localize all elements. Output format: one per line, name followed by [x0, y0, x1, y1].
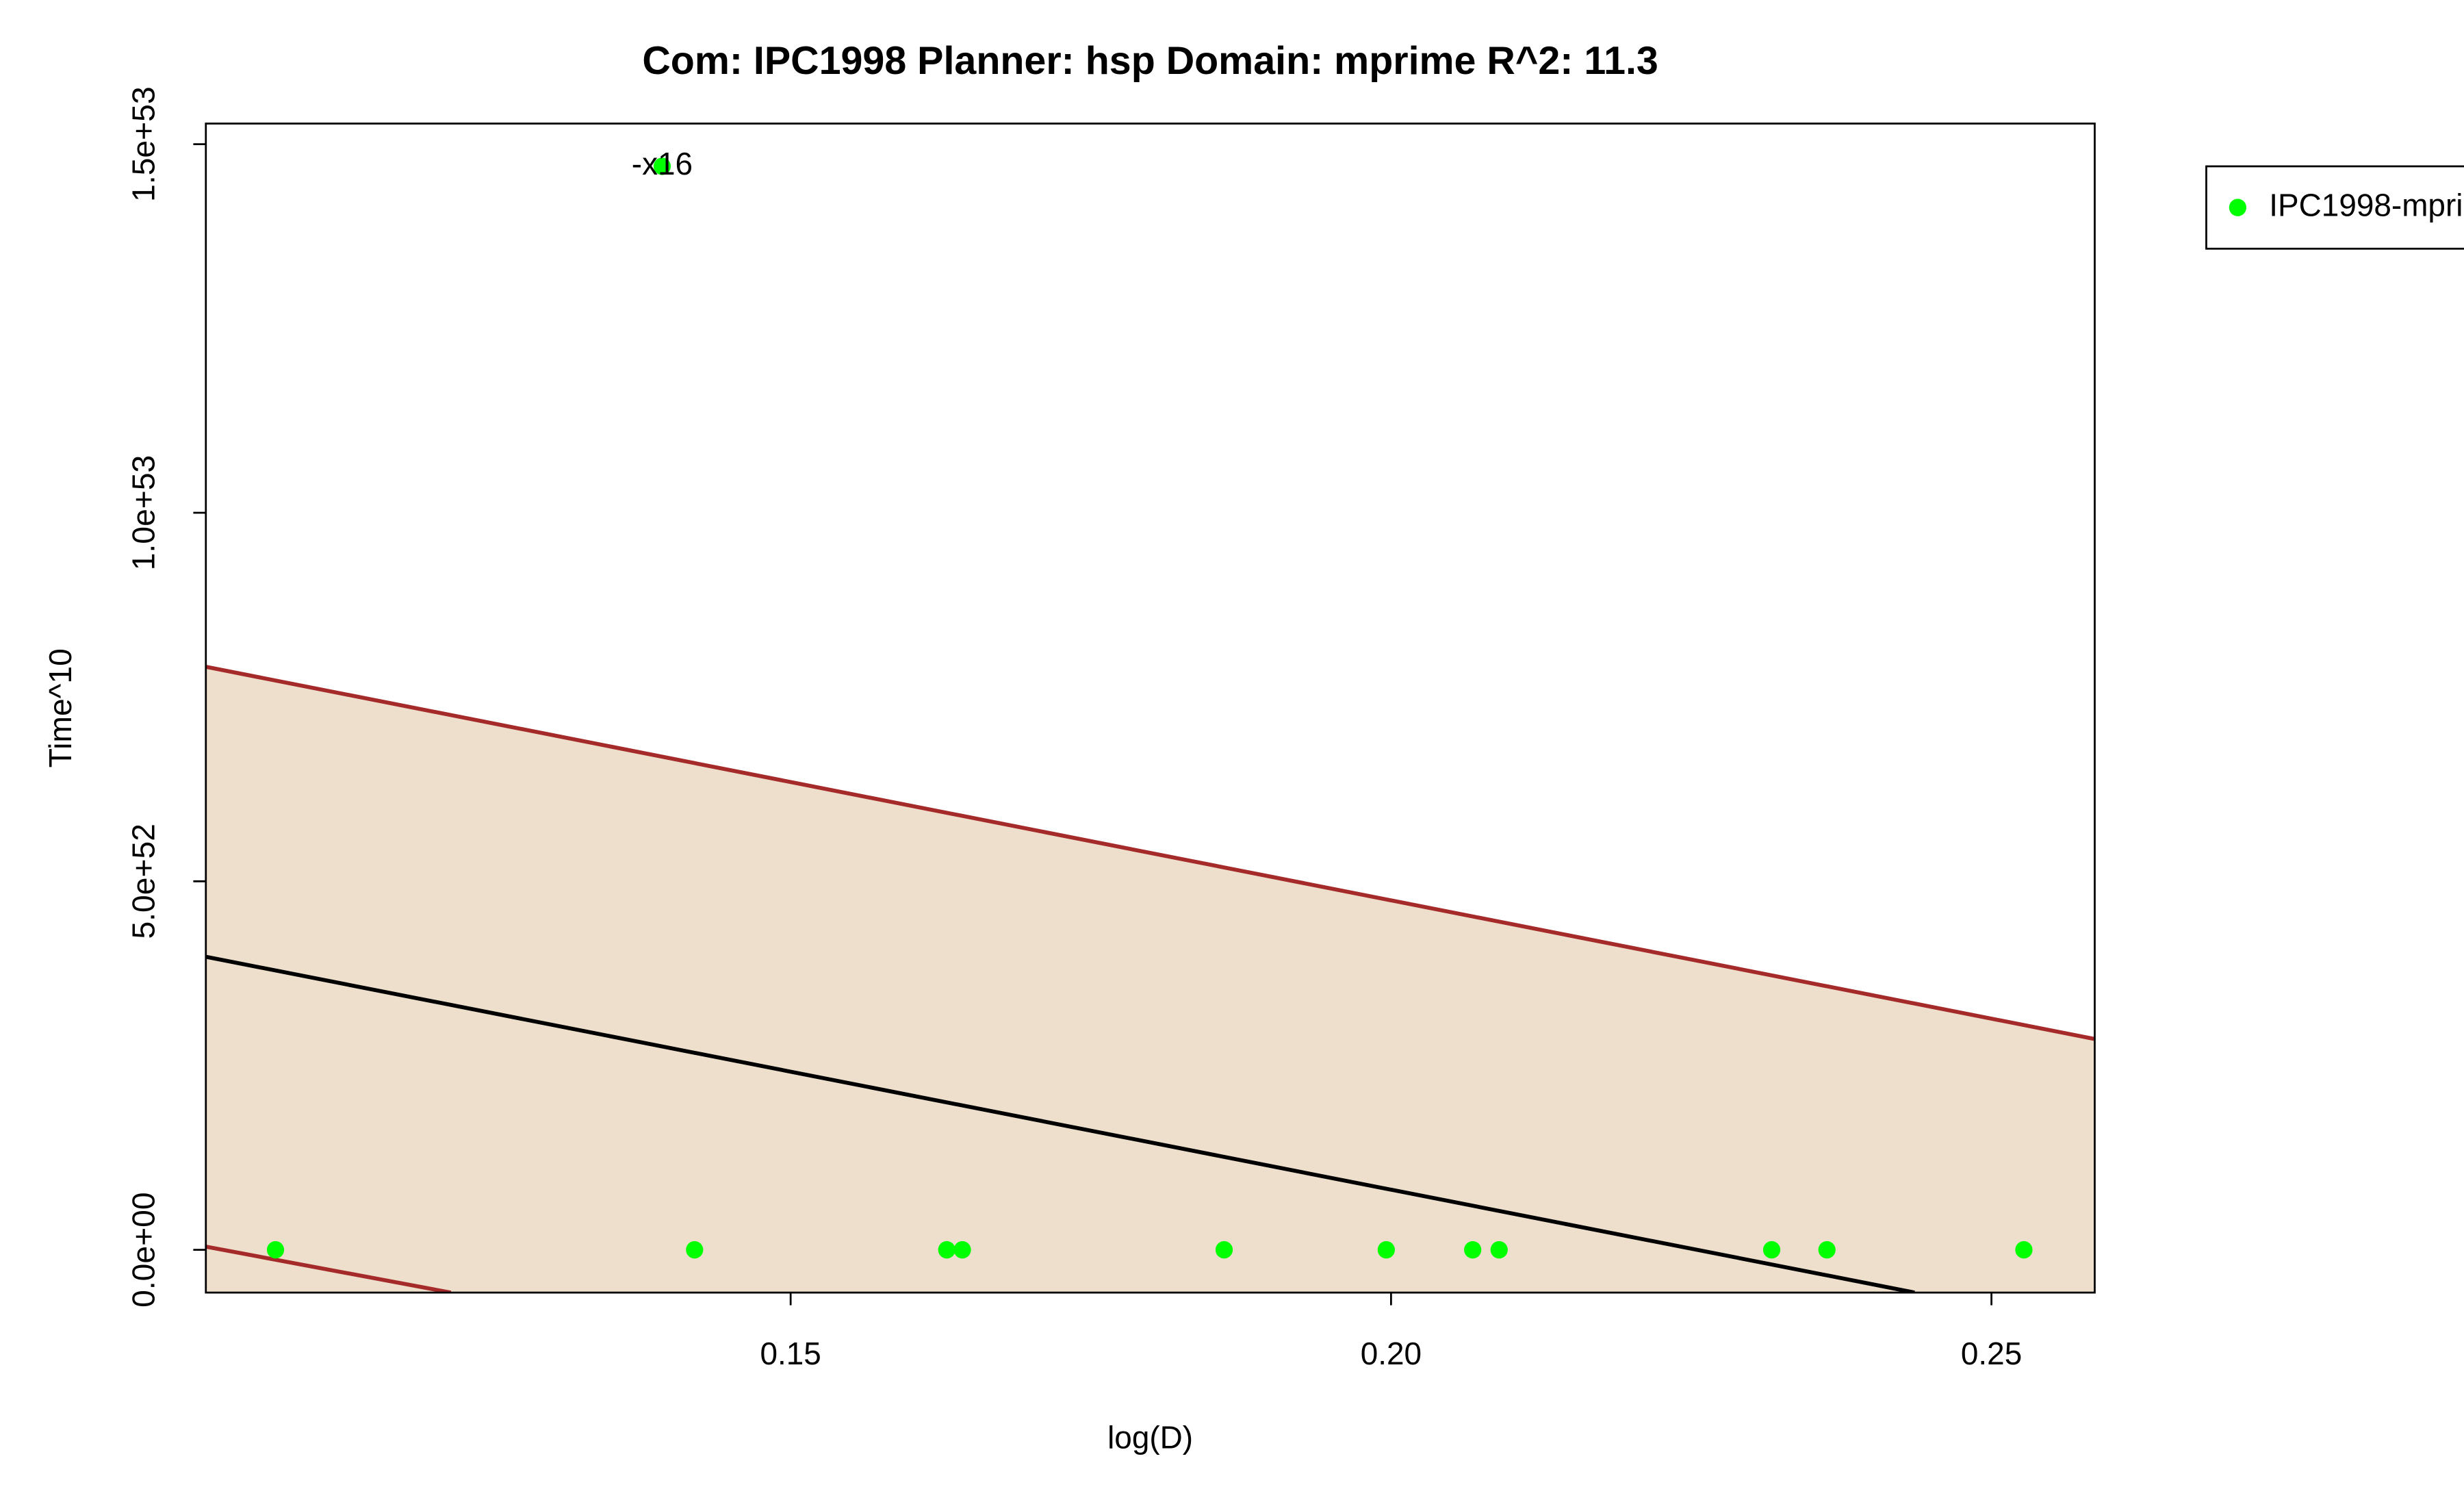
- plot-frame: [205, 123, 2096, 1294]
- x-tick-label: 0.15: [760, 1336, 821, 1371]
- chart-title: Com: IPC1998 Planner: hsp Domain: mprime…: [642, 39, 1658, 83]
- data-point: [1215, 1240, 1233, 1259]
- data-point: [1818, 1240, 1836, 1259]
- data-point: [1490, 1240, 1508, 1259]
- data-point: [938, 1240, 955, 1259]
- confidence-band: [205, 666, 2095, 1293]
- data-point: [953, 1240, 971, 1259]
- x-axis-label: log(D): [1107, 1419, 1193, 1455]
- y-tick-label: 1.0e+53: [126, 455, 162, 570]
- data-point: [1377, 1240, 1395, 1259]
- fit-line: [205, 954, 1915, 1293]
- legend-label: IPC1998-mprime: [2269, 187, 2464, 222]
- upper-band: [205, 665, 2095, 1041]
- data-point: [1464, 1240, 1482, 1259]
- data-point: [266, 1240, 285, 1259]
- y-tick-label: 5.0e+52: [126, 824, 162, 939]
- data-point: [2015, 1240, 2033, 1259]
- x-tick-label: 0.25: [1961, 1336, 2022, 1371]
- y-axis-label: Time^10: [42, 648, 78, 767]
- plot-area: [205, 157, 2095, 1293]
- y-tick-label: 1.5e+53: [126, 86, 162, 201]
- data-point: [686, 1240, 704, 1259]
- legend-box: [2205, 165, 2464, 250]
- annotation: -x16: [632, 146, 693, 181]
- legend-marker: [2229, 199, 2247, 216]
- y-tick-label: 0.0e+00: [126, 1192, 162, 1307]
- data-point: [1762, 1240, 1781, 1259]
- data-point: [653, 157, 671, 175]
- lower-band: [205, 1245, 452, 1293]
- x-tick-label: 0.20: [1361, 1336, 1422, 1371]
